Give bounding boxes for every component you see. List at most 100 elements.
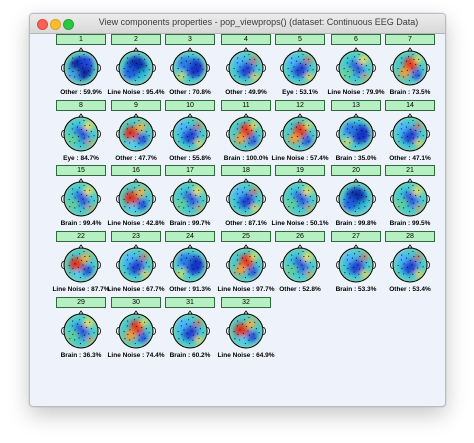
component-2: 2 Line Noise : 95.4% [107,34,165,100]
component-4: 4 Other : 49.9% [221,34,271,100]
component-31: 31 Brain : 60.2% [165,297,215,363]
component-classification: Line Noise : 64.9% [217,352,275,359]
scalp-topography-icon[interactable] [389,243,431,285]
scalp-topography-icon[interactable] [279,243,321,285]
component-button[interactable]: 12 [275,100,325,111]
component-button[interactable]: 3 [165,34,215,45]
component-button[interactable]: 28 [385,231,435,242]
component-classification: Line Noise : 67.7% [107,286,165,293]
scalp-topography-icon[interactable] [389,46,431,88]
scalp-topography-icon[interactable] [169,46,211,88]
component-button[interactable]: 22 [56,231,106,242]
component-classification: Brain : 100.0% [223,155,269,162]
component-button[interactable]: 29 [56,297,106,308]
component-3: 3 Other : 70.8% [165,34,215,100]
component-button[interactable]: 10 [165,100,215,111]
component-button[interactable]: 11 [221,100,271,111]
component-classification: Other : 53.4% [389,286,431,293]
scalp-topography-icon[interactable] [115,46,157,88]
component-23: 23 Line Noise : 67.7% [107,231,165,297]
scalp-topography-icon[interactable] [60,309,102,351]
component-button[interactable]: 13 [331,100,381,111]
component-button[interactable]: 18 [221,165,271,176]
component-button[interactable]: 23 [111,231,161,242]
scalp-topography-icon[interactable] [225,112,267,154]
scalp-topography-icon[interactable] [389,177,431,219]
maximize-icon[interactable] [63,19,74,30]
scalp-topography-icon[interactable] [169,243,211,285]
component-button[interactable]: 8 [56,100,106,111]
component-21: 21 Brain : 99.5% [385,165,435,231]
component-classification: Other : 91.3% [169,286,211,293]
component-1: 1 Other : 59.9% [56,34,106,100]
scalp-topography-icon[interactable] [169,309,211,351]
properties-window: View components properties - pop_viewpro… [29,13,446,407]
component-button[interactable]: 26 [275,231,325,242]
scalp-topography-icon[interactable] [115,112,157,154]
scalp-topography-icon[interactable] [335,243,377,285]
scalp-topography-icon[interactable] [60,112,102,154]
component-17: 17 Brain : 99.7% [165,165,215,231]
scalp-topography-icon[interactable] [60,46,102,88]
component-button[interactable]: 1 [56,34,106,45]
component-button[interactable]: 2 [111,34,161,45]
component-27: 27 Brain : 53.3% [331,231,381,297]
component-button[interactable]: 21 [385,165,435,176]
scalp-topography-icon[interactable] [169,177,211,219]
scalp-topography-icon[interactable] [225,177,267,219]
scalp-topography-icon[interactable] [115,243,157,285]
component-button[interactable]: 4 [221,34,271,45]
scalp-topography-icon[interactable] [389,112,431,154]
component-button[interactable]: 31 [165,297,215,308]
scalp-topography-icon[interactable] [279,112,321,154]
component-button[interactable]: 6 [331,34,381,45]
component-button[interactable]: 7 [385,34,435,45]
component-classification: Brain : 99.8% [335,220,377,227]
component-classification: Line Noise : 50.1% [271,220,329,227]
component-20: 20 Brain : 99.8% [331,165,381,231]
scalp-topography-icon[interactable] [279,46,321,88]
component-button[interactable]: 20 [331,165,381,176]
component-button[interactable]: 19 [275,165,325,176]
minimize-icon[interactable] [50,19,61,30]
scalp-topography-icon[interactable] [225,46,267,88]
scalp-topography-icon[interactable] [279,177,321,219]
component-25: 25 Line Noise : 97.7% [217,231,275,297]
component-classification: Line Noise : 79.9% [327,89,385,96]
component-button[interactable]: 14 [385,100,435,111]
component-button[interactable]: 25 [221,231,271,242]
component-classification: Other : 49.9% [225,89,267,96]
component-classification: Other : 47.7% [115,155,157,162]
component-button[interactable]: 5 [275,34,325,45]
component-button[interactable]: 15 [56,165,106,176]
scalp-topography-icon[interactable] [169,112,211,154]
component-classification: Other : 55.8% [169,155,211,162]
component-7: 7 Brain : 73.5% [385,34,435,100]
component-classification: Brain : 53.3% [335,286,377,293]
component-button[interactable]: 30 [111,297,161,308]
scalp-topography-icon[interactable] [225,309,267,351]
scalp-topography-icon[interactable] [60,177,102,219]
scalp-topography-icon[interactable] [335,177,377,219]
component-classification: Eye : 53.1% [282,89,318,96]
component-classification: Other : 59.9% [60,89,102,96]
scalp-topography-icon[interactable] [335,46,377,88]
component-button[interactable]: 27 [331,231,381,242]
component-button[interactable]: 9 [111,100,161,111]
component-28: 28 Other : 53.4% [385,231,435,297]
component-classification: Line Noise : 57.4% [271,155,329,162]
component-button[interactable]: 16 [111,165,161,176]
component-button[interactable]: 24 [165,231,215,242]
component-18: 18 Other : 87.1% [221,165,271,231]
component-5: 5 Eye : 53.1% [275,34,325,100]
close-icon[interactable] [37,19,48,30]
component-29: 29 Brain : 36.3% [56,297,106,363]
component-button[interactable]: 17 [165,165,215,176]
component-9: 9 Other : 47.7% [111,100,161,166]
scalp-topography-icon[interactable] [115,309,157,351]
scalp-topography-icon[interactable] [60,243,102,285]
scalp-topography-icon[interactable] [115,177,157,219]
component-button[interactable]: 32 [221,297,271,308]
scalp-topography-icon[interactable] [225,243,267,285]
scalp-topography-icon[interactable] [335,112,377,154]
